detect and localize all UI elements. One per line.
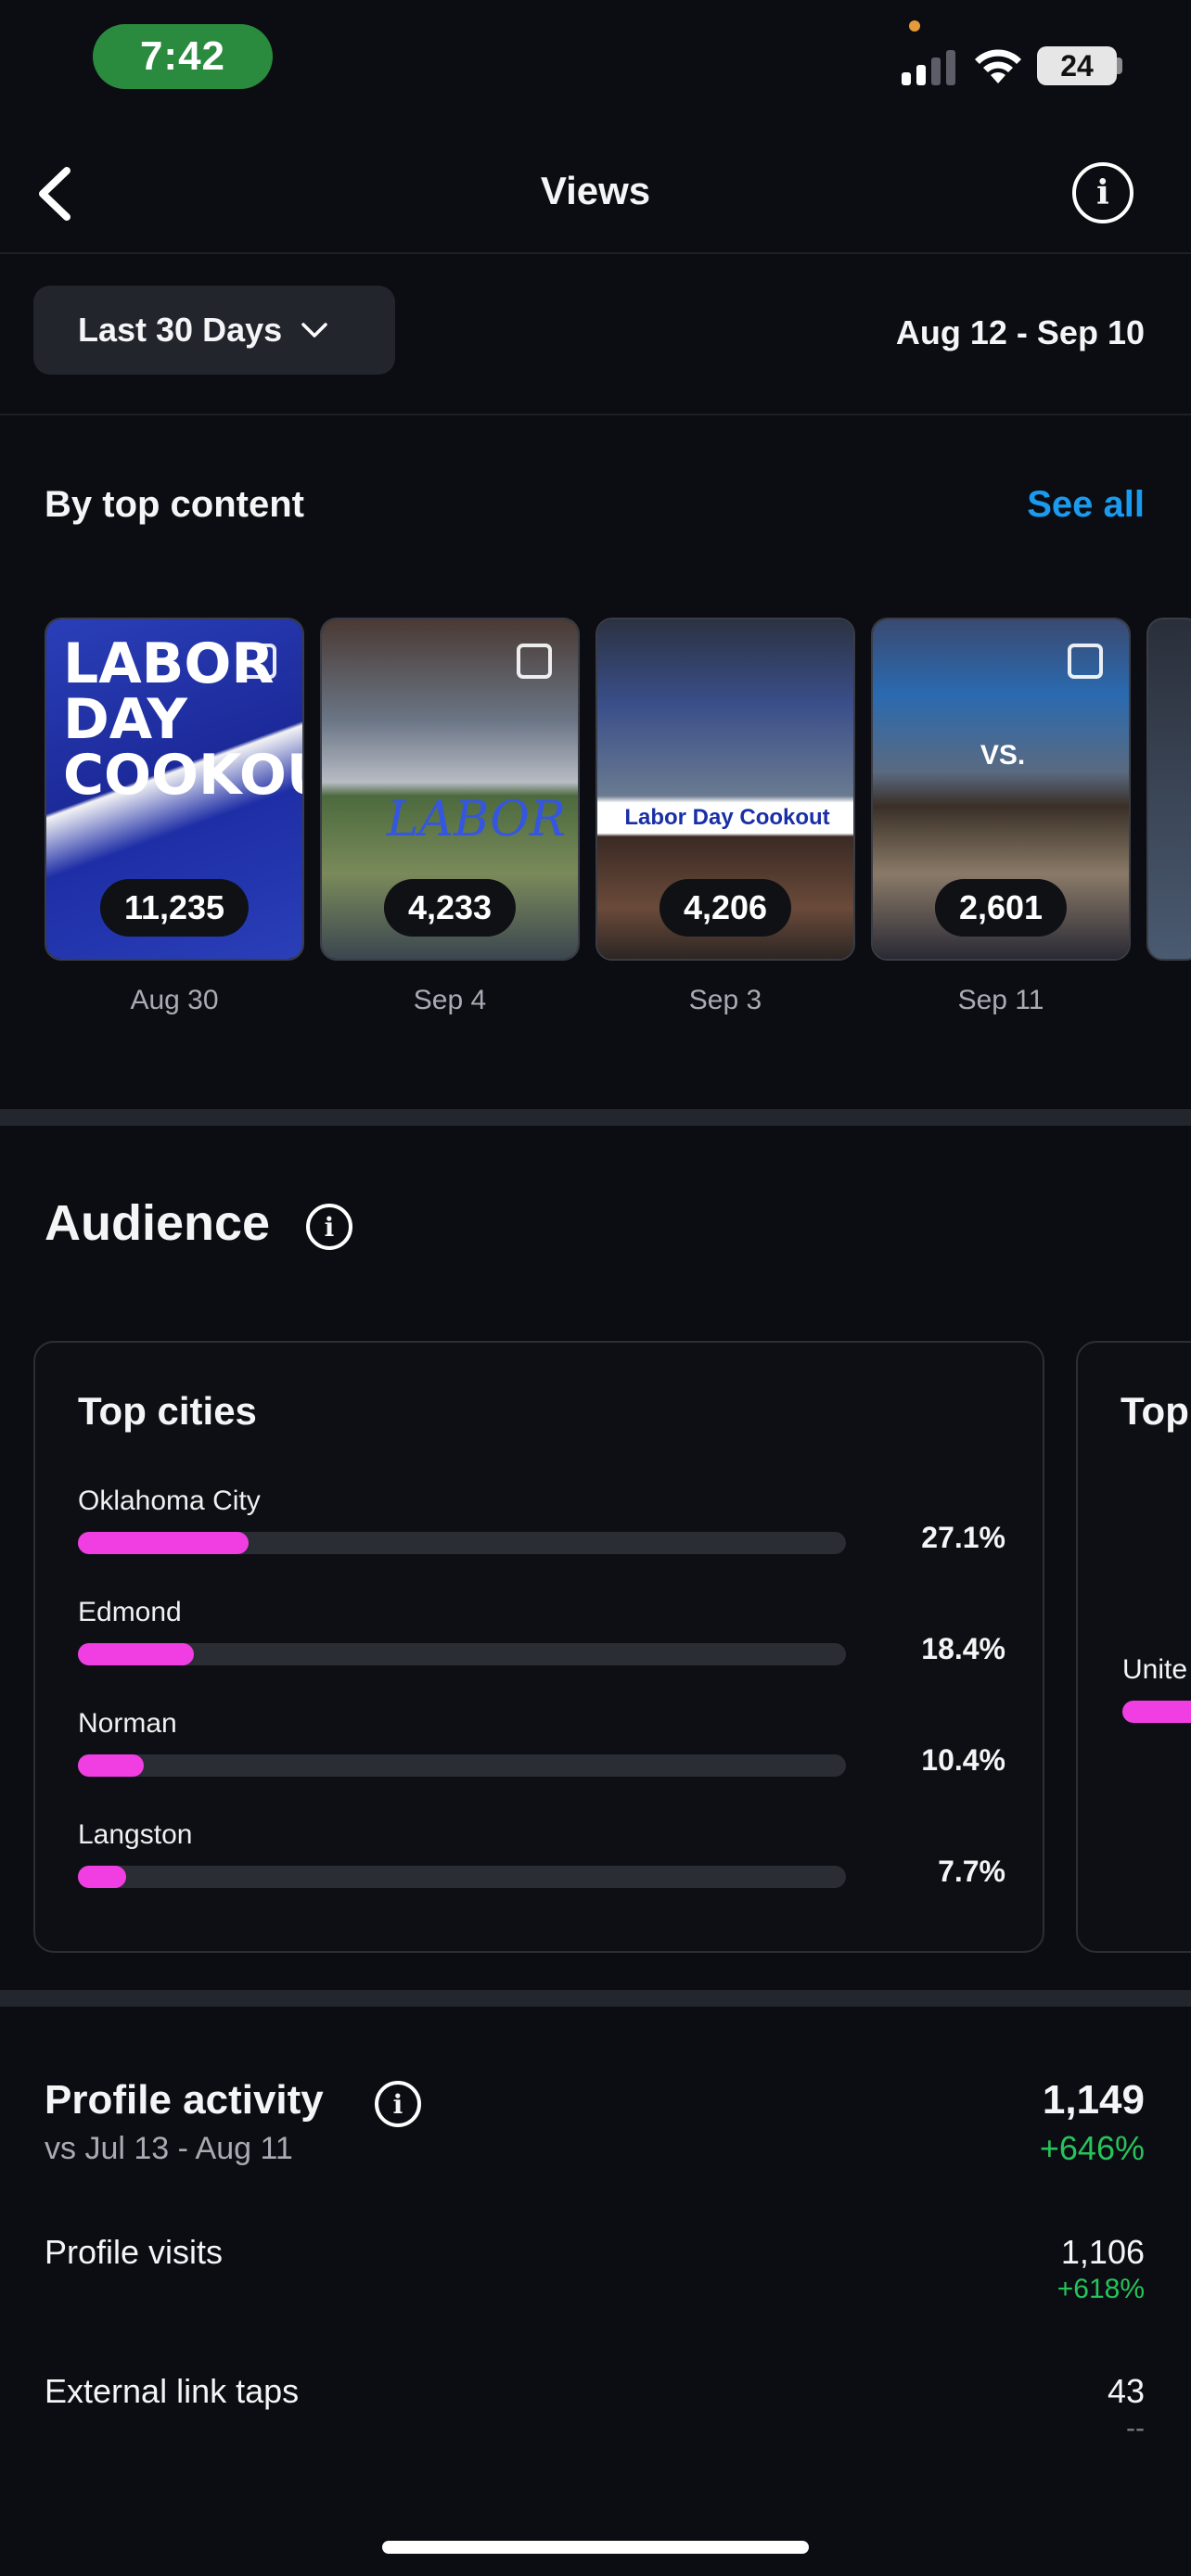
info-icon[interactable]: i [1072, 162, 1133, 223]
comparison-period: vs Jul 13 - Aug 11 [45, 2131, 293, 2166]
content-thumbnail-partial[interactable] [1146, 618, 1191, 961]
battery-nub [1117, 57, 1122, 74]
view-count-badge: 4,206 [659, 879, 792, 937]
country-name-partial: Unite [1122, 1654, 1188, 1685]
cellular-signal-icon [902, 48, 955, 85]
city-bar-track [78, 1532, 846, 1554]
city-name: Langston [78, 1819, 193, 1850]
date-range-dropdown[interactable]: Last 30 Days [33, 286, 395, 375]
filter-divider [0, 414, 1191, 415]
section-separator [0, 1990, 1191, 2007]
country-bar-partial [1122, 1701, 1191, 1723]
content-date: Aug 30 [130, 985, 219, 1015]
city-percentage: 7.7% [938, 1855, 1005, 1888]
content-date: Sep 4 [413, 985, 487, 1015]
thumbnail-caption: VS. [980, 740, 1026, 771]
chevron-down-icon [301, 323, 327, 338]
section-separator [0, 1109, 1191, 1126]
page-title: Views [540, 169, 651, 212]
carousel-icon [1068, 644, 1103, 679]
city-bar-track [78, 1643, 846, 1665]
top-countries-card-partial[interactable]: Top Unite [1076, 1341, 1191, 1953]
city-row: Edmond 18.4% [78, 1597, 1005, 1665]
date-range-text: Aug 12 - Sep 10 [895, 313, 1145, 351]
top-cities-title: Top cities [78, 1389, 257, 1433]
wifi-icon [975, 49, 1021, 83]
back-chevron-icon[interactable] [33, 165, 74, 223]
city-name: Edmond [78, 1597, 182, 1627]
view-count-badge: 2,601 [934, 879, 1068, 937]
city-bar-fill [78, 1532, 249, 1554]
top-cities-card: Top cities Oklahoma City 27.1% Edmond 18.4%… [33, 1341, 1044, 1953]
header-divider [0, 252, 1191, 254]
city-percentage: 10.4% [921, 1743, 1005, 1777]
profile-visits-label: Profile visits [45, 2233, 224, 2271]
external-link-taps-label: External link taps [45, 2372, 300, 2410]
external-link-taps-value: 43 [1107, 2372, 1145, 2410]
external-link-taps-change: -- [1126, 2413, 1145, 2443]
thumbnail-caption: LABOR [387, 792, 567, 848]
status-time: 7:42 [93, 24, 273, 89]
profile-activity-info-icon[interactable]: i [375, 2081, 421, 2127]
city-name: Norman [78, 1708, 177, 1739]
city-bar-fill [78, 1866, 127, 1888]
audience-info-icon[interactable]: i [306, 1204, 352, 1250]
camera-indicator-dot [909, 20, 920, 32]
profile-activity-title: Profile activity [45, 2077, 324, 2123]
content-thumbnail[interactable]: LABOR 4,233 [320, 618, 580, 961]
view-count-badge: 11,235 [99, 879, 250, 937]
profile-visits-change: +618% [1057, 2274, 1145, 2304]
content-date: Sep 3 [688, 985, 762, 1015]
card-title-partial: Top [1121, 1389, 1189, 1433]
city-bar-track [78, 1866, 846, 1888]
thumbnail-caption: LABOR DAY COOKOUT [63, 631, 302, 808]
see-all-link[interactable]: See all [1027, 484, 1145, 525]
city-bar-track [78, 1754, 846, 1777]
battery-icon: 24 [1037, 46, 1117, 85]
view-count-badge: 4,233 [383, 879, 517, 937]
home-indicator[interactable] [382, 2541, 809, 2554]
city-bar-fill [78, 1643, 194, 1665]
content-date: Sep 11 [957, 985, 1044, 1015]
city-percentage: 18.4% [921, 1632, 1005, 1665]
city-name: Oklahoma City [78, 1486, 261, 1516]
top-content-title: By top content [45, 484, 304, 525]
carousel-icon [517, 644, 552, 679]
carousel-icon [241, 644, 276, 679]
content-thumbnail[interactable]: VS. 2,601 [871, 618, 1131, 961]
city-row: Langston 7.7% [78, 1819, 1005, 1888]
city-row: Oklahoma City 27.1% [78, 1486, 1005, 1554]
city-percentage: 27.1% [921, 1521, 1005, 1554]
thumbnail-caption: Labor Day Cookout [624, 805, 830, 830]
profile-visits-value: 1,106 [1060, 2233, 1145, 2271]
content-thumbnail[interactable]: LABOR DAY COOKOUT 11,235 [45, 618, 304, 961]
audience-title: Audience [45, 1195, 271, 1251]
content-thumbnail[interactable]: Labor Day Cookout 4,206 [596, 618, 855, 961]
profile-activity-total: 1,149 [1042, 2077, 1145, 2123]
city-row: Norman 10.4% [78, 1708, 1005, 1777]
date-range-dropdown-label: Last 30 Days [78, 311, 283, 349]
city-bar-fill [78, 1754, 144, 1777]
profile-activity-change: +646% [1039, 2129, 1145, 2167]
